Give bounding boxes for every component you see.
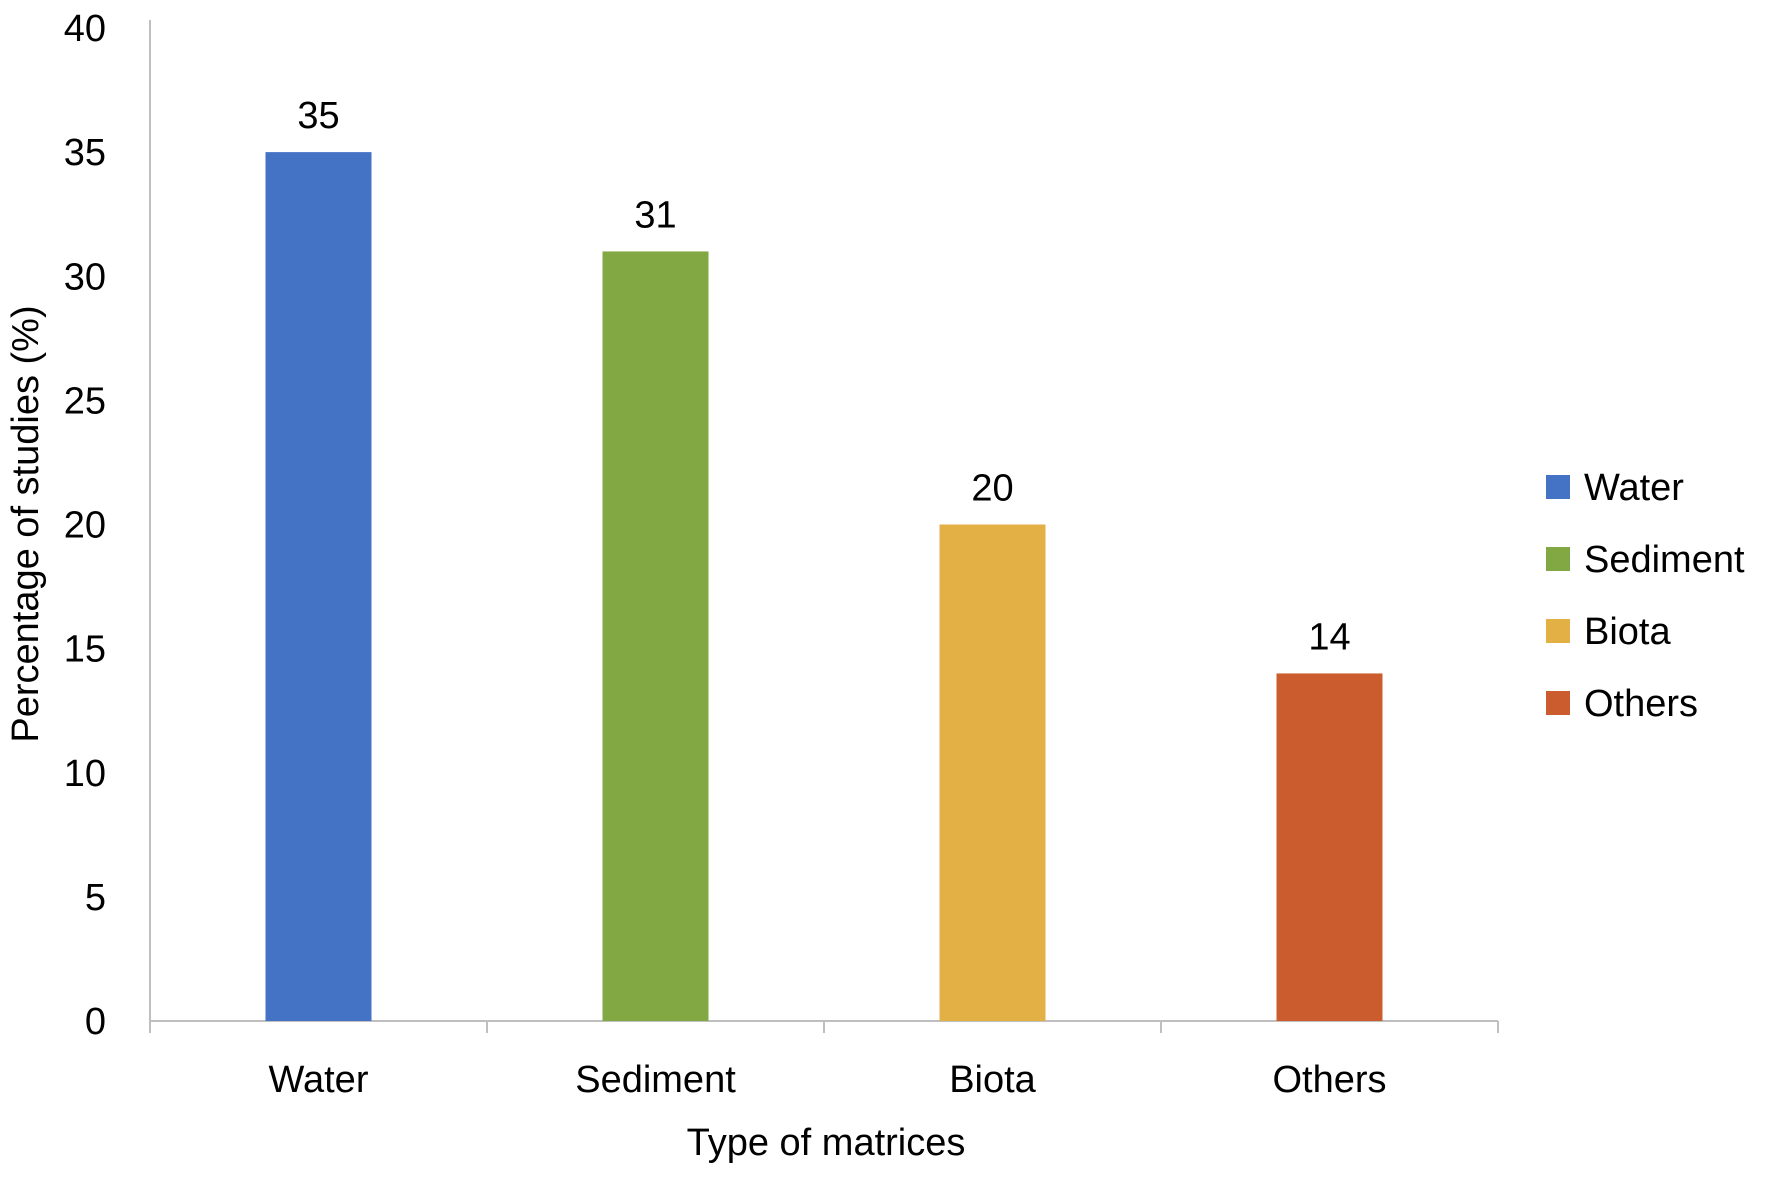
bar-data-labels: 35 31 20 14 xyxy=(297,95,1350,658)
legend-label: Biota xyxy=(1584,611,1671,653)
bars xyxy=(265,152,1383,1022)
legend-label: Sediment xyxy=(1584,539,1745,581)
bar-water xyxy=(265,152,372,1021)
x-axis: Water Sediment Biota Others xyxy=(149,1020,1499,1101)
y-tick-label: 30 xyxy=(64,256,106,298)
y-tick-label: 0 xyxy=(85,1001,106,1043)
legend-swatch xyxy=(1546,691,1570,715)
y-tick-label: 20 xyxy=(64,505,106,547)
y-tick-label: 35 xyxy=(64,132,106,174)
legend-label: Others xyxy=(1584,683,1698,725)
legend-swatch xyxy=(1546,475,1570,499)
x-tick-label: Sediment xyxy=(575,1059,736,1101)
y-tick-label: 5 xyxy=(85,877,106,919)
bar-biota xyxy=(939,524,1046,1021)
y-tick-label: 40 xyxy=(64,8,106,50)
bar-data-label: 31 xyxy=(634,194,676,236)
legend-swatch xyxy=(1546,619,1570,643)
x-tick-label: Water xyxy=(269,1059,369,1101)
bar-data-label: 20 xyxy=(971,468,1013,510)
x-tick-label: Biota xyxy=(949,1059,1036,1101)
y-tick-label: 10 xyxy=(64,753,106,795)
legend-swatch xyxy=(1546,547,1570,571)
bar-data-label: 35 xyxy=(297,95,339,137)
x-axis-title: Type of matrices xyxy=(687,1122,966,1164)
bar-sediment xyxy=(602,251,709,1022)
bar-others xyxy=(1276,673,1383,1021)
y-axis-title: Percentage of studies (%) xyxy=(5,305,47,742)
y-tick-label: 25 xyxy=(64,380,106,422)
y-tick-label: 15 xyxy=(64,629,106,671)
y-axis: 0 5 10 15 20 25 30 35 40 xyxy=(64,8,151,1043)
legend-label: Water xyxy=(1584,467,1684,509)
legend: Water Sediment Biota Others xyxy=(1546,467,1745,725)
bar-data-label: 14 xyxy=(1308,616,1350,658)
x-tick-label: Others xyxy=(1272,1059,1386,1101)
